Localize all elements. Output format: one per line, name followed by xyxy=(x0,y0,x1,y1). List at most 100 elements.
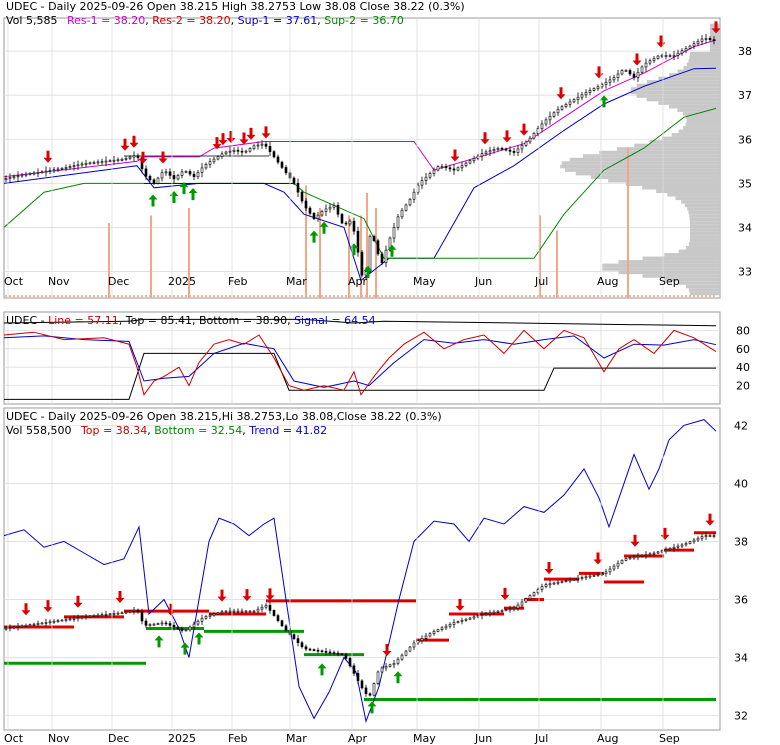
y-tick-label: 36 xyxy=(738,133,752,146)
trend-candles xyxy=(4,532,716,697)
trend-candle-body xyxy=(368,693,372,696)
x-tick-label: Feb xyxy=(228,275,247,288)
volume-bar xyxy=(529,295,531,298)
price-candle-body xyxy=(352,220,356,232)
price-y-axis: 38 37 36 35 34 33 xyxy=(738,45,752,278)
volume-profile-bar xyxy=(634,143,720,148)
price-candle-body xyxy=(408,198,412,206)
sell-arrow xyxy=(43,150,53,163)
buy-arrow xyxy=(154,635,164,648)
price-candle-body xyxy=(472,158,476,162)
volume-bar xyxy=(108,223,110,298)
trend-candle-body xyxy=(96,614,100,617)
price-candle-body xyxy=(384,249,388,264)
price-candle-body xyxy=(684,48,688,52)
volume-bar xyxy=(241,295,243,298)
volume-bar xyxy=(629,295,631,298)
trend-candle-body xyxy=(472,616,476,619)
price-candle-body xyxy=(108,160,112,162)
price-candle-body xyxy=(448,167,452,170)
price-candle-body xyxy=(52,169,56,171)
volume-bar xyxy=(501,295,503,298)
price-candle-body xyxy=(700,38,704,42)
volume-bar xyxy=(277,295,279,298)
volume-bar xyxy=(437,295,439,298)
volume-bar xyxy=(221,295,223,298)
price-candle-body xyxy=(160,172,164,179)
price-candle-body xyxy=(480,153,484,157)
sell-arrow xyxy=(556,87,566,100)
trend-candle-body xyxy=(120,612,124,615)
svg-text:Vol 5,585 Res-1 = 38.20,: Vol 5,585 Res-1 = 38.20, Res-2 = 38.20, … xyxy=(6,14,404,27)
volume-bar xyxy=(417,295,419,298)
p3-trend-label: Trend = 41.82 xyxy=(248,424,327,437)
y-tick-label: 38 xyxy=(734,535,748,548)
volume-bar xyxy=(5,295,7,298)
volume-bar xyxy=(165,295,167,298)
y-tick-label: 32 xyxy=(734,709,748,722)
price-candle-body xyxy=(484,151,488,154)
volume-profile-bar xyxy=(682,111,720,116)
trend-candle-body xyxy=(516,604,520,609)
volume-bar xyxy=(393,295,395,298)
price-candle-body xyxy=(648,60,652,64)
x-tick-label: Dec xyxy=(108,732,129,745)
trend-candle-body xyxy=(232,610,236,613)
volume-profile-bar xyxy=(683,66,720,70)
volume-profile-bar xyxy=(677,108,720,112)
volume-bar xyxy=(549,295,551,298)
volume-bar xyxy=(281,295,283,298)
volume-profile-bar xyxy=(658,76,720,81)
price-candle-body xyxy=(396,216,400,228)
trend-candle-body xyxy=(180,628,184,631)
trend-candle-body xyxy=(404,650,408,656)
trend-candle-body xyxy=(616,562,620,567)
trend-panel: 42 40 38 36 34 32 Oct Nov Dec 2025 Feb Mar Apr May Ju… xyxy=(3,407,748,745)
volume-bar xyxy=(345,295,347,298)
price-candle-body xyxy=(592,88,596,91)
volume-bar xyxy=(121,295,123,298)
price-candle-body xyxy=(80,163,84,166)
trend-candle-body xyxy=(344,653,348,659)
trend-candle-body xyxy=(320,650,324,653)
price-candle-body xyxy=(348,220,352,225)
trend-candle-body xyxy=(608,568,612,573)
volume-bar xyxy=(493,295,495,298)
volume-profile-bar xyxy=(602,267,720,271)
sell-arrow xyxy=(73,595,83,608)
trend-candle-body xyxy=(500,610,504,612)
sell-arrow xyxy=(226,130,236,143)
price-candle-body xyxy=(580,94,584,98)
y-tick-label: 40 xyxy=(734,477,748,490)
volume-bar xyxy=(61,295,63,298)
price-candle-body xyxy=(656,55,660,59)
price-candle-body xyxy=(228,150,232,153)
trend-candle-body xyxy=(124,611,128,614)
volume-bar xyxy=(481,295,483,298)
trend-candle-body xyxy=(332,652,336,654)
trend-candle-body xyxy=(484,613,488,615)
price-candle-body xyxy=(556,108,560,114)
x-tick-label: Feb xyxy=(228,732,247,745)
volume-bar xyxy=(545,295,547,298)
trend-candle-body xyxy=(240,610,244,613)
y-tick-label: 36 xyxy=(734,593,748,606)
price-candle-body xyxy=(516,148,520,153)
volume-profile-bar xyxy=(625,182,720,186)
trend-candle-body xyxy=(376,671,380,684)
volume-bar xyxy=(373,295,375,298)
sell-arrow xyxy=(450,149,460,162)
buy-arrow xyxy=(387,244,397,257)
price-candle-body xyxy=(284,167,288,174)
trend-candle-body xyxy=(32,623,36,626)
trend-candle-body xyxy=(112,613,116,615)
trend-candle-body xyxy=(604,571,608,575)
price-candle-body xyxy=(532,133,536,139)
volume-bar xyxy=(245,295,247,298)
price-candle-body xyxy=(444,166,448,169)
price-candle-body xyxy=(296,183,300,193)
trend-candle-body xyxy=(568,579,572,582)
volume-bar xyxy=(249,295,251,298)
svg-text:UDEC - Daily 2025-09-26 Open 3: UDEC - Daily 2025-09-26 Open 38.215,Hi 3… xyxy=(6,410,442,423)
sell-arrow xyxy=(115,590,125,603)
